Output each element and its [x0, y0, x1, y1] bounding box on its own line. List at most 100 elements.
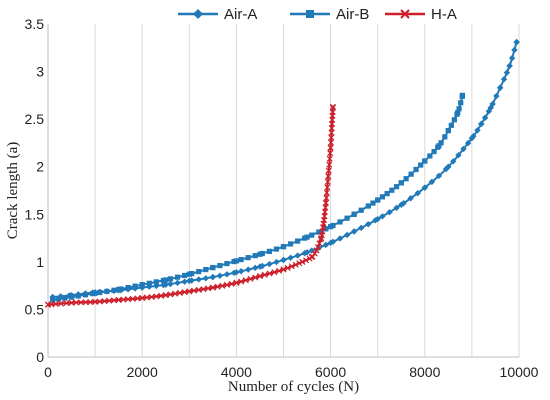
data-point [343, 231, 351, 239]
data-point [478, 120, 485, 128]
data-point [266, 260, 273, 268]
data-point [139, 282, 145, 288]
series-air-b [50, 92, 466, 303]
data-point [451, 117, 457, 123]
data-point [323, 226, 329, 232]
data-point [358, 207, 364, 213]
data-point [445, 163, 452, 170]
data-point [252, 274, 259, 281]
data-point [68, 299, 75, 306]
data-point [407, 195, 414, 202]
data-point [233, 269, 240, 276]
data-point [316, 229, 322, 235]
data-point [167, 291, 174, 298]
data-point [186, 288, 193, 295]
data-point [329, 103, 336, 110]
data-point [379, 194, 386, 200]
data-point [77, 299, 84, 306]
data-point [326, 161, 333, 168]
data-point [261, 271, 268, 278]
data-point [52, 300, 59, 308]
data-point [313, 247, 320, 254]
data-point [329, 104, 336, 111]
data-point [237, 268, 245, 275]
y-axis-title: Crack length (a) [5, 142, 21, 239]
legend-marker [306, 10, 314, 18]
data-point [324, 184, 331, 191]
data-point [328, 224, 334, 230]
data-point [217, 262, 223, 269]
data-point [82, 299, 89, 306]
data-point [245, 255, 251, 261]
data-point [386, 209, 393, 216]
data-point [299, 258, 306, 265]
y-tick-label: 3.5 [25, 16, 45, 32]
data-point [280, 266, 287, 273]
data-point [174, 279, 181, 287]
data-point [325, 173, 332, 180]
data-point [403, 176, 409, 182]
data-point [493, 92, 500, 100]
data-point [244, 266, 252, 273]
data-point [146, 280, 152, 286]
data-point [256, 263, 264, 270]
data-point [115, 296, 122, 303]
data-point [120, 296, 127, 303]
data-point [153, 293, 160, 300]
data-point [393, 184, 400, 190]
data-point [276, 267, 283, 274]
data-point [96, 298, 103, 305]
data-point [481, 114, 489, 121]
data-point [327, 144, 334, 151]
data-point [271, 269, 278, 276]
y-tick-label: 2.5 [25, 111, 45, 127]
data-point [389, 187, 395, 193]
data-point [308, 254, 315, 261]
data-point [365, 203, 371, 209]
data-point [266, 270, 273, 277]
series-air-a [49, 38, 520, 301]
data-point [148, 293, 155, 301]
data-point [316, 240, 323, 247]
data-point [508, 54, 516, 62]
data-point [132, 283, 138, 289]
data-point [63, 300, 70, 307]
data-point [408, 171, 414, 177]
data-point [503, 69, 511, 76]
data-point [162, 292, 169, 299]
data-point [458, 100, 464, 106]
data-point [50, 297, 56, 303]
data-point [252, 264, 259, 272]
data-point [287, 254, 294, 262]
data-point [172, 290, 179, 297]
data-point [92, 290, 98, 296]
data-point [287, 241, 294, 247]
data-point [309, 232, 315, 238]
legend-entry-air-b: Air-B [290, 6, 369, 23]
x-tick-label: 4000 [221, 364, 252, 380]
data-point [413, 166, 419, 173]
data-point [238, 256, 244, 263]
data-point [233, 279, 240, 286]
data-point [158, 292, 165, 299]
data-point [139, 294, 146, 302]
data-point [266, 248, 272, 254]
data-point [97, 289, 103, 296]
data-point [393, 204, 400, 212]
data-point [219, 282, 226, 289]
data-point [414, 189, 421, 197]
data-point [322, 241, 330, 249]
data-point [57, 300, 65, 307]
data-point [294, 252, 301, 259]
data-point [143, 294, 150, 301]
x-tick-label: 0 [44, 364, 52, 380]
data-point [284, 264, 291, 271]
y-tick-label: 1 [36, 254, 44, 270]
data-point [125, 296, 132, 303]
data-point [374, 215, 381, 223]
data-point [302, 257, 310, 264]
data-point [125, 285, 131, 291]
data-point [431, 148, 437, 155]
data-point [370, 200, 376, 206]
data-point [421, 184, 428, 191]
